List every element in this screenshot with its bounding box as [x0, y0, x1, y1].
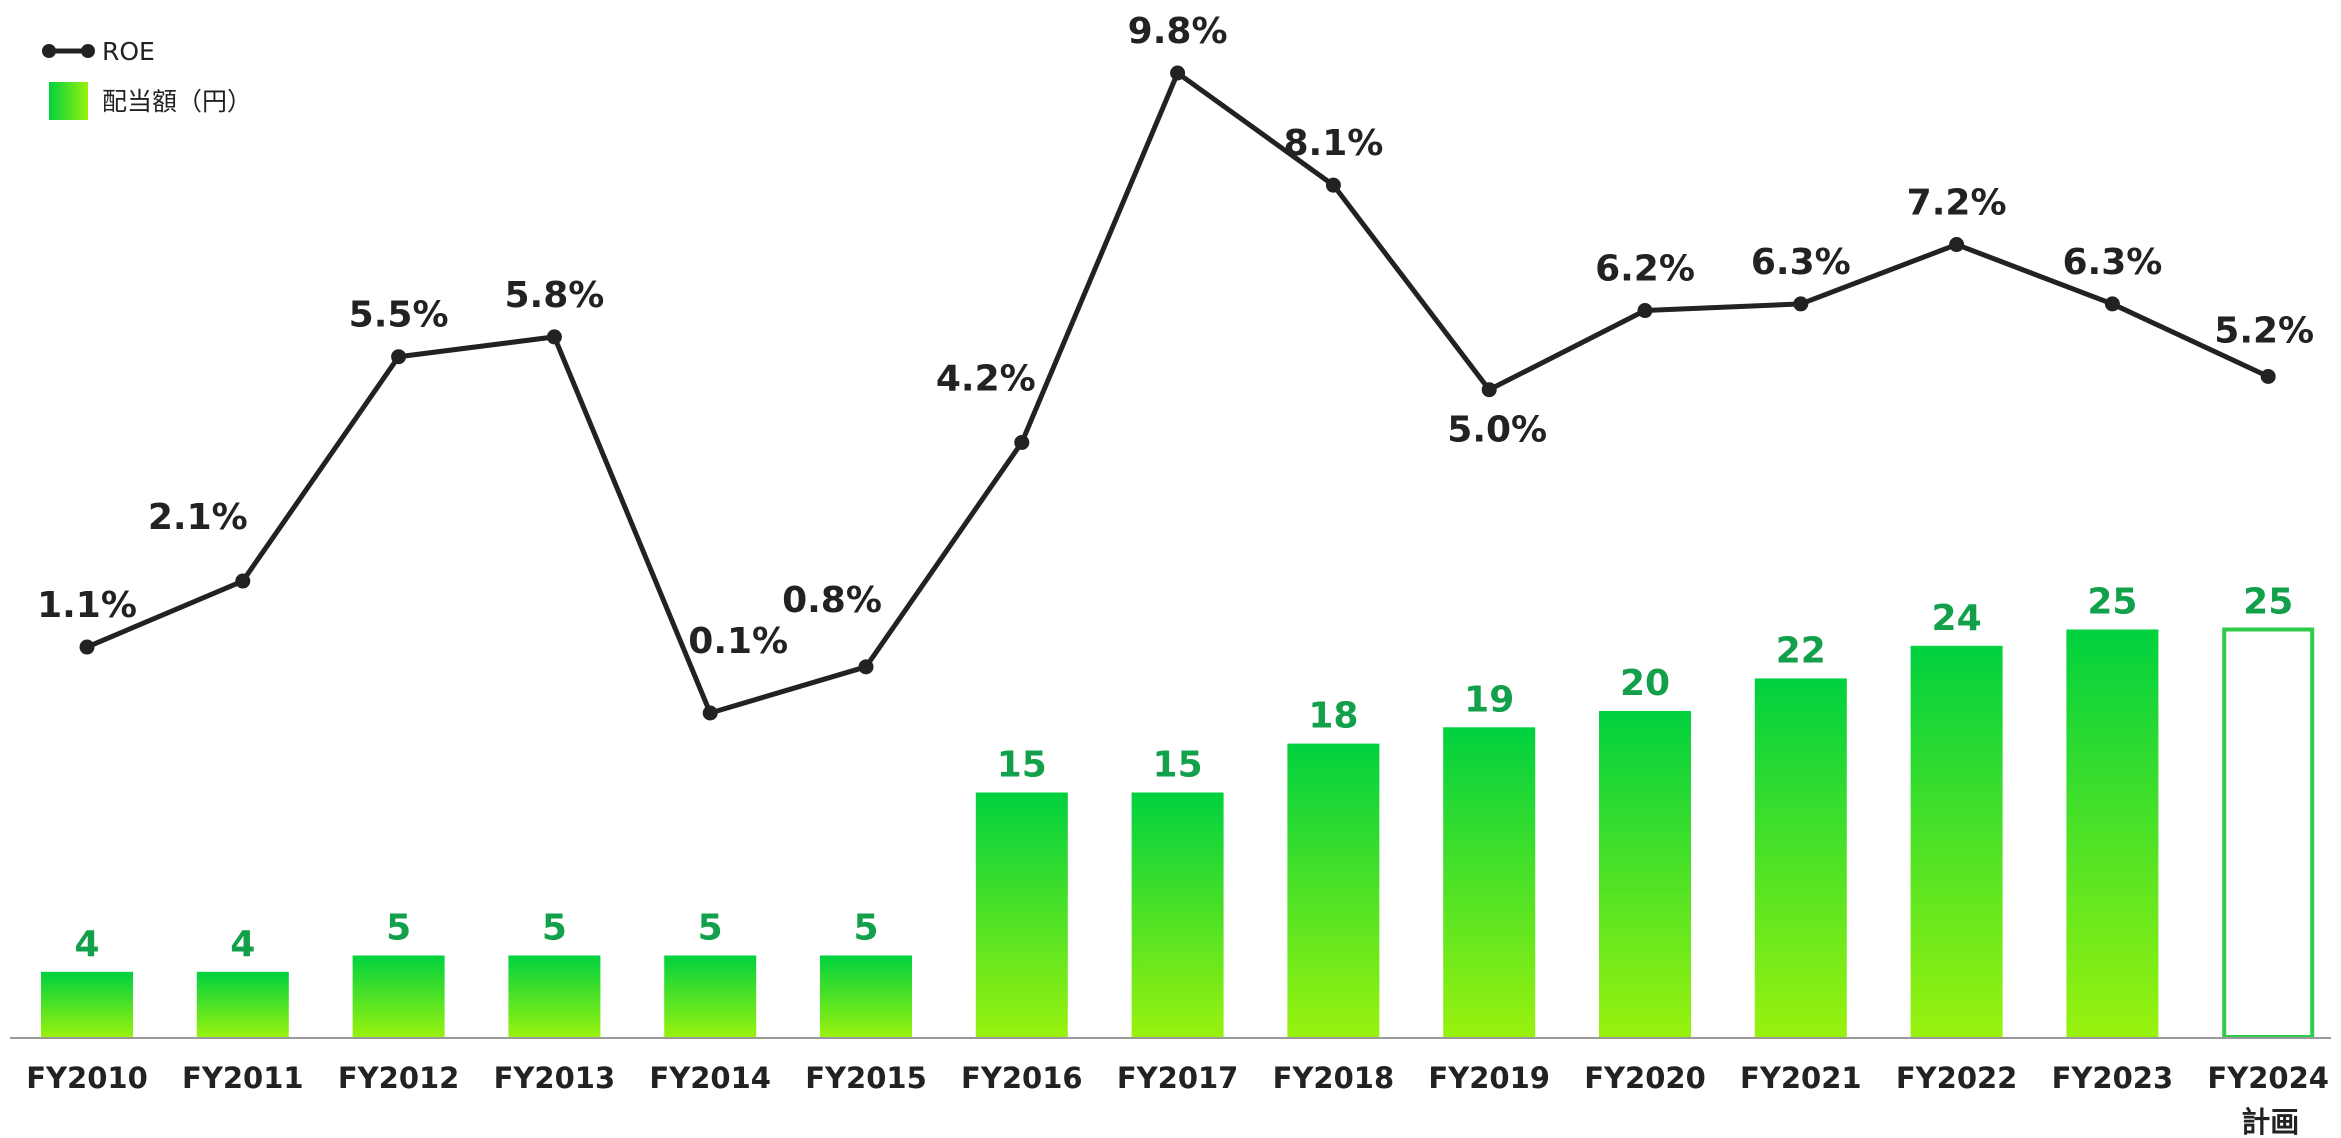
roe-point-fy2016 — [1014, 434, 1030, 450]
category-labels: FY2010 FY2011 FY2012 FY2013 FY2014 FY2015 FY20… — [26, 1061, 2329, 1138]
roe-point-fy2014 — [702, 705, 718, 721]
roe-point-fy2020 — [1637, 303, 1653, 319]
roe-label-fy2018: 8.1% — [1283, 123, 1383, 164]
category-label-fy2023: FY2023 — [2052, 1061, 2174, 1095]
roe-point-fy2011 — [235, 573, 251, 589]
roe-point-fy2019 — [1481, 382, 1497, 398]
category-label-fy2011: FY2011 — [182, 1061, 304, 1095]
bar-fy2020 — [1599, 711, 1691, 1037]
bar-fy2012 — [352, 955, 445, 1037]
category-label-fy2017: FY2017 — [1117, 1061, 1239, 1095]
bar-label-fy2019: 19 — [1464, 679, 1514, 720]
bar-fy2013 — [508, 955, 601, 1037]
category-label-fy2022: FY2022 — [1896, 1061, 2018, 1095]
bar-fy2017 — [1131, 792, 1224, 1037]
bar-series — [41, 627, 2315, 1039]
roe-label-fy2015: 0.8% — [782, 580, 882, 621]
roe-label-fy2023: 6.3% — [2062, 242, 2162, 283]
bar-fy2023 — [2066, 629, 2159, 1037]
legend-line-marker — [81, 44, 95, 58]
bar-fy2016 — [975, 792, 1068, 1037]
roe-point-fy2023 — [2104, 296, 2120, 312]
bar-label-fy2014: 5 — [698, 908, 723, 949]
roe-label-fy2019: 5.0% — [1447, 410, 1547, 451]
category-label-fy2014: FY2014 — [649, 1061, 771, 1095]
legend-item-roe: ROE — [42, 37, 155, 66]
bar-label-fy2024: 25 — [2243, 582, 2293, 623]
bar-fy2014 — [664, 955, 757, 1037]
bar-fy2021 — [1754, 678, 1847, 1037]
bar-fy2011 — [196, 971, 289, 1037]
bar-fy2024-planned — [2222, 627, 2315, 1039]
legend: ROE 配当額（円） — [42, 37, 252, 120]
category-label-fy2010: FY2010 — [26, 1061, 148, 1095]
bar-label-fy2016: 15 — [997, 745, 1047, 786]
category-label-fy2012: FY2012 — [338, 1061, 460, 1095]
roe-label-fy2010: 1.1% — [37, 585, 137, 626]
bar-fy2019 — [1443, 727, 1536, 1037]
roe-point-fy2012 — [391, 349, 407, 365]
roe-point-fy2015 — [858, 659, 874, 675]
bar-label-fy2013: 5 — [542, 908, 567, 949]
category-label-fy2013: FY2013 — [494, 1061, 616, 1095]
legend-line-marker — [42, 44, 56, 58]
bar-label-fy2011: 4 — [230, 924, 255, 965]
legend-label-roe: ROE — [102, 37, 155, 66]
category-label-fy2018: FY2018 — [1273, 1061, 1395, 1095]
roe-point-fy2024 — [2260, 369, 2276, 385]
bar-label-fy2021: 22 — [1776, 630, 1826, 671]
roe-label-fy2017: 9.8% — [1128, 11, 1228, 52]
bar-label-fy2010: 4 — [74, 924, 99, 965]
bar-label-fy2012: 5 — [386, 908, 411, 949]
bar-label-fy2017: 15 — [1153, 745, 1203, 786]
bar-fy2015 — [820, 955, 912, 1037]
roe-point-fy2010 — [79, 639, 95, 655]
legend-bar-swatch — [49, 82, 88, 120]
roe-value-labels: 1.1% 2.1% 5.5% 5.8% 0.1%0.8% 4.2% 9.8% 8.1% 5.0%… — [37, 11, 2314, 662]
bar-label-fy2023: 25 — [2087, 582, 2137, 623]
category-label-fy2019: FY2019 — [1428, 1061, 1550, 1095]
roe-label-fy2014: 0.1% — [688, 621, 788, 662]
roe-point-fy2013 — [546, 329, 562, 345]
roe-point-fy2022 — [1949, 237, 1965, 253]
roe-point-fy2018 — [1325, 177, 1341, 193]
category-label-fy2024: FY2024 — [2207, 1061, 2329, 1095]
roe-point-fy2017 — [1170, 65, 1186, 81]
category-label-fy2021: FY2021 — [1740, 1061, 1862, 1095]
legend-label-dividend: 配当額（円） — [102, 87, 252, 116]
category-label-fy2016: FY2016 — [961, 1061, 1083, 1095]
roe-label-fy2012: 5.5% — [349, 295, 449, 336]
bar-label-fy2020: 20 — [1620, 663, 1670, 704]
roe-label-fy2016: 4.2% — [936, 358, 1036, 399]
category-sublabel-fy2024: 計画 — [2241, 1105, 2299, 1138]
bar-label-fy2018: 18 — [1308, 696, 1358, 737]
bar-fy2022 — [1910, 645, 2003, 1037]
bar-fy2010 — [41, 971, 133, 1037]
roe-label-fy2022: 7.2% — [1907, 183, 2007, 224]
category-label-fy2015: FY2015 — [805, 1061, 927, 1095]
bar-label-fy2022: 24 — [1932, 598, 1982, 639]
roe-label-fy2011: 2.1% — [148, 497, 248, 538]
bar-label-fy2015: 5 — [853, 908, 878, 949]
roe-line-series — [79, 65, 2276, 721]
roe-point-fy2021 — [1793, 296, 1809, 312]
category-label-fy2020: FY2020 — [1584, 1061, 1706, 1095]
roe-label-fy2013: 5.8% — [504, 275, 604, 316]
roe-label-fy2020: 6.2% — [1595, 249, 1695, 290]
legend-item-dividend: 配当額（円） — [49, 82, 252, 120]
roe-label-fy2021: 6.3% — [1751, 242, 1851, 283]
roe-label-fy2024: 5.2% — [2214, 311, 2314, 352]
bar-fy2018 — [1287, 743, 1380, 1037]
bar-value-labels: 4 4 5 5 5 5 15 15 18 19 20 22 24 25 25 — [74, 582, 2293, 965]
